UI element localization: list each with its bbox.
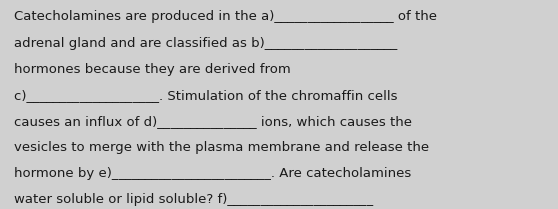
Text: c)____________________. Stimulation of the chromaffin cells: c)____________________. Stimulation of t… — [14, 89, 397, 102]
Text: Catecholamines are produced in the a)__________________ of the: Catecholamines are produced in the a)___… — [14, 10, 437, 23]
Text: hormone by e)________________________. Are catecholamines: hormone by e)________________________. A… — [14, 167, 411, 180]
Text: vesicles to merge with the plasma membrane and release the: vesicles to merge with the plasma membra… — [14, 141, 429, 154]
Text: causes an influx of d)_______________ ions, which causes the: causes an influx of d)_______________ io… — [14, 115, 412, 128]
Text: water soluble or lipid soluble? f)______________________: water soluble or lipid soluble? f)______… — [14, 193, 373, 206]
Text: adrenal gland and are classified as b)____________________: adrenal gland and are classified as b)__… — [14, 37, 397, 50]
Text: hormones because they are derived from: hormones because they are derived from — [14, 63, 291, 76]
